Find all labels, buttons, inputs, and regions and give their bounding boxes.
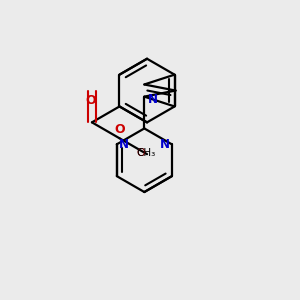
Text: O: O	[114, 123, 125, 136]
Text: N: N	[119, 138, 129, 151]
Text: O: O	[136, 148, 145, 158]
Text: O: O	[85, 94, 96, 107]
Text: N: N	[160, 138, 170, 151]
Text: CH₃: CH₃	[136, 148, 155, 158]
Text: N: N	[148, 92, 158, 106]
